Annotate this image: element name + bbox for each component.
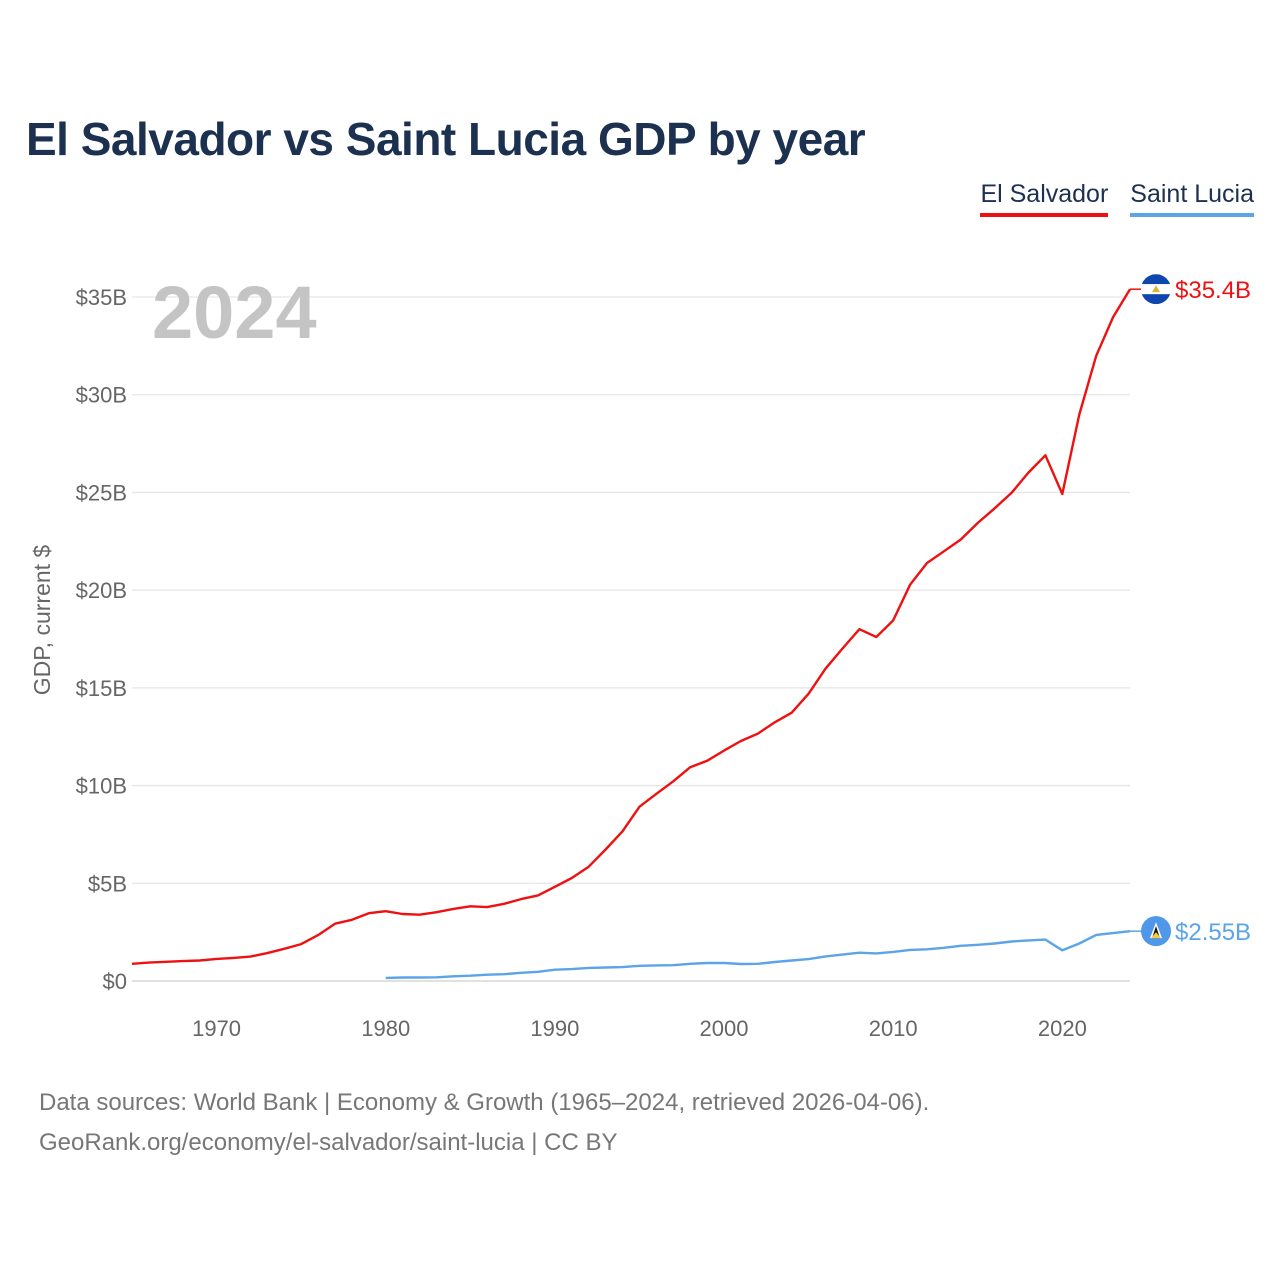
y-axis-label: GDP, current $ xyxy=(29,545,55,696)
footer-link[interactable]: GeoRank.org/economy/el-salvador/saint-lu… xyxy=(39,1129,618,1156)
series-end-markers: $35.4B $2.55B xyxy=(1130,274,1251,947)
flag-icon-el-salvador xyxy=(1141,274,1171,305)
y-tick-label: $20B xyxy=(76,578,127,603)
x-tick-label: 1990 xyxy=(530,1016,579,1041)
x-tick-label: 2000 xyxy=(700,1016,749,1041)
footer: Data sources: World Bank | Economy & Gro… xyxy=(39,1083,929,1163)
end-value-label-saint-lucia: $2.55B xyxy=(1175,919,1251,946)
legend: El Salvador Saint Lucia xyxy=(980,180,1254,217)
y-tick-label: $30B xyxy=(76,383,127,408)
y-tick-label: $10B xyxy=(76,774,127,799)
legend-item-el-salvador[interactable]: El Salvador xyxy=(980,180,1109,217)
year-label: 2024 xyxy=(152,271,317,354)
y-tick-label: $15B xyxy=(76,676,127,701)
series-line-saint-lucia xyxy=(385,930,1131,980)
y-tick-label: $0 xyxy=(103,969,127,994)
x-tick-label: 2010 xyxy=(869,1016,918,1041)
x-axis-ticks: 1970 1980 1990 2000 2010 2020 xyxy=(192,1016,1087,1041)
flag-icon-saint-lucia xyxy=(1141,916,1171,947)
chart-title: El Salvador vs Saint Lucia GDP by year xyxy=(26,113,866,165)
footer-sources: Data sources: World Bank | Economy & Gro… xyxy=(39,1089,930,1116)
series-lines xyxy=(131,288,1132,980)
grid-lines xyxy=(132,296,1130,982)
y-tick-label: $35B xyxy=(76,285,127,310)
y-tick-label: $25B xyxy=(76,480,127,505)
legend-item-saint-lucia[interactable]: Saint Lucia xyxy=(1130,180,1254,217)
x-tick-label: 1970 xyxy=(192,1016,241,1041)
series-line-el-salvador xyxy=(131,288,1132,965)
x-tick-label: 1980 xyxy=(361,1016,410,1041)
x-tick-label: 2020 xyxy=(1038,1016,1087,1041)
end-value-label-el-salvador: $35.4B xyxy=(1175,277,1251,304)
y-axis-ticks: $0 $5B $10B $15B $20B $25B $30B $35B xyxy=(76,285,127,994)
y-tick-label: $5B xyxy=(88,871,127,896)
